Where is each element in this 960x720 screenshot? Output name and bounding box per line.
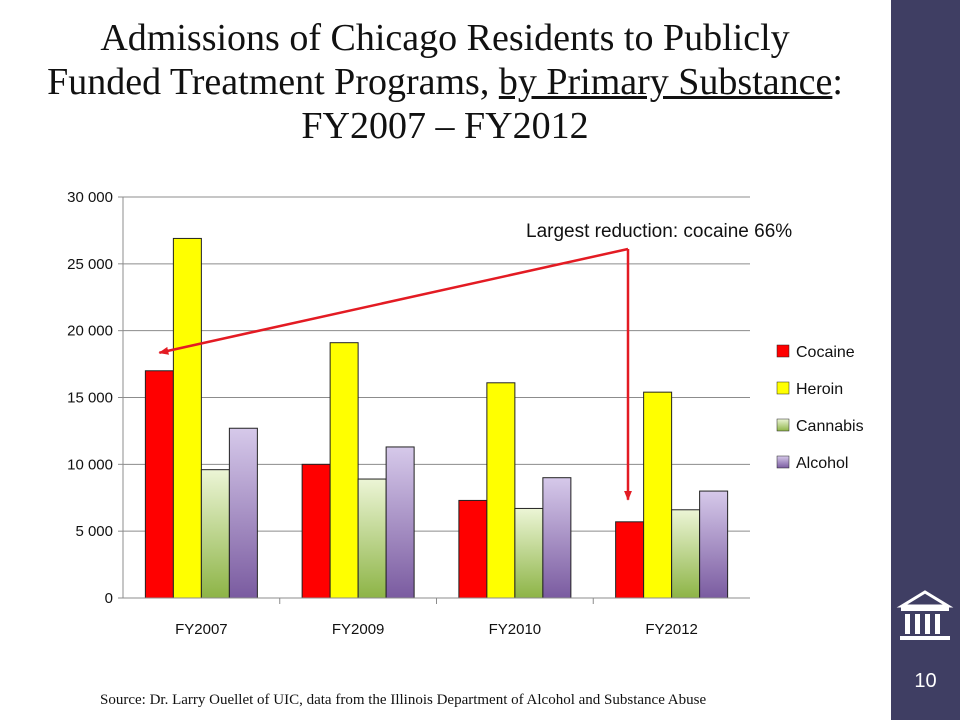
bar-cocaine-fy2010 [458, 499, 488, 599]
bar-heroin-fy2007 [172, 237, 202, 599]
y-tick-label: 0 [105, 590, 113, 607]
bar-alcohol-fy2009 [385, 446, 415, 599]
bar-alcohol-fy2010 [542, 477, 572, 599]
bar-heroin-fy2012 [643, 391, 673, 599]
bar-alcohol-fy2007 [228, 427, 258, 599]
slide-title: Admissions of Chicago Residents to Publi… [40, 16, 850, 148]
bar-cannabis-fy2007 [200, 469, 230, 599]
y-tick-label: 5 000 [75, 523, 113, 540]
legend-swatch-heroin [776, 381, 790, 395]
legend-swatch-cannabis [776, 418, 790, 432]
legend-label-cannabis: Cannabis [796, 418, 864, 435]
bar-alcohol-fy2012 [699, 490, 729, 599]
bar-chart: 0 5 000 10 000 15 000 20 000 25 000 30 000 FY20… [67, 189, 864, 638]
x-tick-label: FY2007 [175, 621, 228, 638]
title-part-1: Admissions of Chicago Residents to Publi… [47, 17, 790, 103]
bar-heroin-fy2009 [329, 342, 359, 599]
legend-label-alcohol: Alcohol [796, 455, 848, 472]
sidebar-band [891, 0, 960, 720]
title-part-2: by Primary Substance [498, 61, 833, 103]
bar-cannabis-fy2012 [671, 509, 701, 599]
bar-cannabis-fy2009 [357, 478, 387, 599]
y-tick-label: 10 000 [67, 456, 113, 473]
legend-label-cocaine: Cocaine [796, 344, 855, 361]
bar-cannabis-fy2010 [514, 507, 544, 599]
x-tick-label: FY2012 [645, 621, 698, 638]
y-tick-label: 30 000 [67, 189, 113, 206]
annotation-text: Largest reduction: cocaine 66% [526, 221, 792, 242]
x-tick-label: FY2010 [489, 621, 542, 638]
bar-cocaine-fy2009 [301, 463, 331, 599]
page-number: 10 [914, 670, 937, 692]
y-tick-label: 15 000 [67, 390, 113, 407]
bar-cocaine-fy2007 [144, 370, 174, 599]
title-part-3: : FY2007 – FY2012 [301, 61, 843, 147]
y-tick-label: 20 000 [67, 323, 113, 340]
annotation-arrow-fy2007 [158, 247, 629, 355]
bar-heroin-fy2010 [486, 382, 516, 599]
x-tick-label: FY2009 [332, 621, 385, 638]
source-note: Source: Dr. Larry Ouellet of UIC, data f… [100, 692, 707, 708]
institution-logo-icon [896, 590, 954, 640]
legend-label-heroin: Heroin [796, 381, 843, 398]
bar-cocaine-fy2012 [615, 521, 645, 599]
legend-swatch-cocaine [776, 344, 790, 358]
legend-swatch-alcohol [776, 455, 790, 469]
y-tick-label: 25 000 [67, 256, 113, 273]
